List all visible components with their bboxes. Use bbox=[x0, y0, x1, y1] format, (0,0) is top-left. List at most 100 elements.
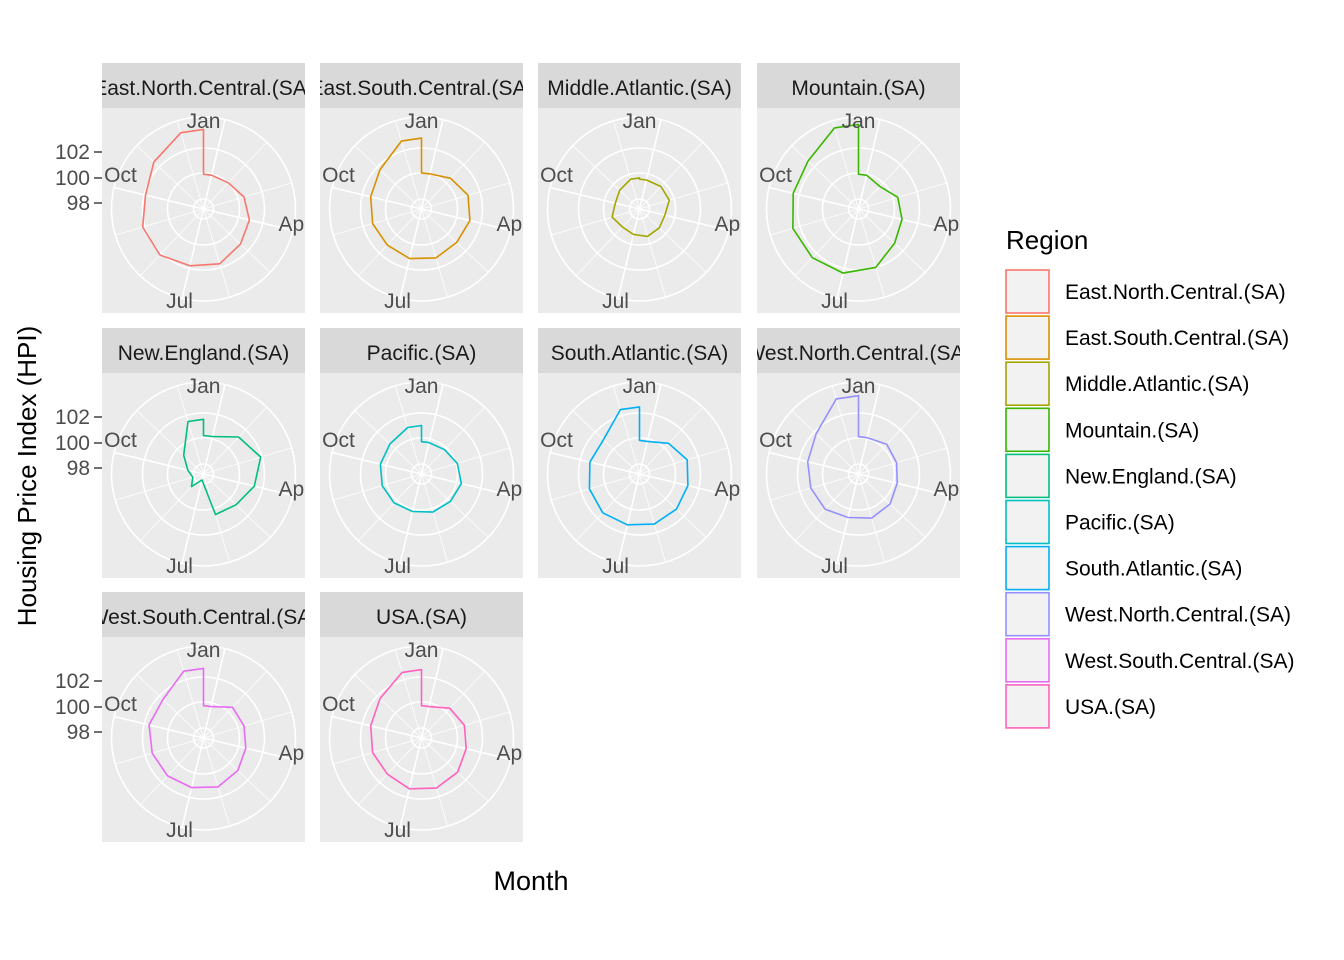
grid-spoke bbox=[572, 145, 640, 210]
legend-label: Mountain.(SA) bbox=[1065, 419, 1199, 442]
legend-label: Middle.Atlantic.(SA) bbox=[1065, 373, 1249, 396]
facet-panel: Middle.Atlantic.(SA) Jan Apr Jul Oct bbox=[538, 63, 748, 313]
series-line bbox=[182, 418, 262, 516]
y-tick-label: 102 bbox=[55, 141, 90, 164]
grid-circle bbox=[765, 116, 952, 302]
grid-circle bbox=[628, 198, 651, 220]
grid-spoke bbox=[421, 473, 449, 563]
grid-spoke bbox=[202, 119, 226, 210]
grid-spoke bbox=[420, 119, 444, 210]
legend-title: Region bbox=[1006, 225, 1088, 255]
legend-key bbox=[1005, 453, 1050, 499]
legend-key bbox=[1005, 637, 1050, 683]
month-tick-label: Apr bbox=[497, 213, 530, 236]
grid-spoke bbox=[176, 385, 204, 475]
grid-spoke bbox=[136, 145, 204, 210]
grid-spoke bbox=[639, 141, 704, 210]
month-tick-label: Jul bbox=[821, 290, 848, 313]
grid-spoke bbox=[791, 410, 859, 475]
grid-spoke bbox=[203, 447, 292, 475]
grid-spoke bbox=[421, 182, 510, 210]
series-line bbox=[806, 394, 898, 519]
facet-panel: East.North.Central.(SA) Jan Apr Jul Oct 102 10… bbox=[55, 63, 312, 313]
month-tick-label: Apr bbox=[715, 213, 748, 236]
grid-spoke bbox=[203, 473, 271, 538]
grid-spoke bbox=[203, 182, 292, 210]
grid-spoke bbox=[136, 410, 204, 475]
month-tick-label: Jan bbox=[405, 110, 439, 133]
grid-circle bbox=[110, 645, 297, 831]
grid-circle bbox=[328, 645, 515, 831]
y-tick-label: 98 bbox=[67, 721, 90, 744]
legend-item: Pacific.(SA) bbox=[1005, 499, 1175, 545]
legend-key bbox=[1005, 269, 1050, 314]
legend-label: USA.(SA) bbox=[1065, 696, 1156, 719]
grid-spoke bbox=[203, 737, 231, 827]
month-tick-label: Jul bbox=[166, 819, 193, 842]
grid-spoke bbox=[203, 670, 268, 739]
month-tick-label: Apr bbox=[934, 213, 967, 236]
grid-spoke bbox=[858, 447, 947, 475]
legend-label: New.England.(SA) bbox=[1065, 465, 1237, 488]
month-tick-label: Jan bbox=[187, 110, 221, 133]
grid-spoke bbox=[770, 473, 859, 501]
grid-spoke bbox=[203, 737, 294, 761]
month-tick-label: Apr bbox=[279, 742, 312, 765]
legend-item: Middle.Atlantic.(SA) bbox=[1005, 361, 1249, 407]
grid-spoke bbox=[575, 473, 640, 542]
grid-spoke bbox=[331, 451, 422, 475]
series-line bbox=[379, 424, 463, 513]
grid-spoke bbox=[333, 737, 422, 765]
facet-strip-label: West.South.Central.(SA) bbox=[89, 606, 319, 629]
legend-key bbox=[1005, 591, 1050, 637]
grid-spoke bbox=[139, 737, 204, 806]
series-line bbox=[141, 128, 251, 267]
grid-spoke bbox=[421, 406, 486, 475]
grid-spoke bbox=[113, 715, 204, 739]
grid-spoke bbox=[617, 208, 641, 299]
month-tick-label: Oct bbox=[759, 164, 792, 187]
grid-circle bbox=[546, 116, 733, 302]
facet-strip bbox=[320, 592, 523, 637]
month-tick-label: Apr bbox=[279, 213, 312, 236]
month-tick-label: Jan bbox=[405, 375, 439, 398]
legend-label: East.North.Central.(SA) bbox=[1065, 281, 1286, 304]
grid-spoke bbox=[176, 120, 204, 210]
y-tick-label: 102 bbox=[55, 670, 90, 693]
y-tick-label: 98 bbox=[67, 192, 90, 215]
grid-spoke bbox=[794, 208, 859, 277]
grid-spoke bbox=[638, 384, 662, 475]
month-tick-label: Jul bbox=[384, 290, 411, 313]
legend-key bbox=[1005, 315, 1050, 360]
facet-strip bbox=[538, 328, 741, 373]
grid-spoke bbox=[333, 208, 422, 236]
facet-strip bbox=[320, 63, 523, 108]
month-tick-label: Oct bbox=[104, 693, 137, 716]
series-line bbox=[792, 123, 903, 274]
facet-panel: West.North.Central.(SA) Jan Apr Jul Oct bbox=[757, 328, 967, 578]
month-tick-label: Jan bbox=[842, 375, 876, 398]
facet-strip-label: New.England.(SA) bbox=[118, 342, 290, 365]
grid-spoke bbox=[421, 141, 486, 210]
grid-circle bbox=[110, 381, 297, 567]
month-tick-label: Jul bbox=[602, 290, 629, 313]
legend-item: East.South.Central.(SA) bbox=[1005, 315, 1289, 360]
grid-spoke bbox=[115, 473, 204, 501]
grid-spoke bbox=[203, 473, 231, 563]
grid-spoke bbox=[421, 208, 489, 273]
grid-spoke bbox=[836, 473, 860, 564]
legend-label: East.South.Central.(SA) bbox=[1065, 327, 1289, 350]
month-tick-label: Jan bbox=[187, 639, 221, 662]
legend-item: West.South.Central.(SA) bbox=[1005, 637, 1295, 683]
grid-spoke bbox=[394, 120, 422, 210]
grid-spoke bbox=[612, 385, 640, 475]
grid-spoke bbox=[394, 649, 422, 739]
x-axis-title: Month bbox=[493, 866, 568, 896]
grid-spoke bbox=[354, 674, 422, 739]
month-tick-label: Apr bbox=[934, 478, 967, 501]
grid-spoke bbox=[421, 208, 512, 232]
grid-spoke bbox=[639, 406, 704, 475]
month-tick-label: Jan bbox=[842, 110, 876, 133]
